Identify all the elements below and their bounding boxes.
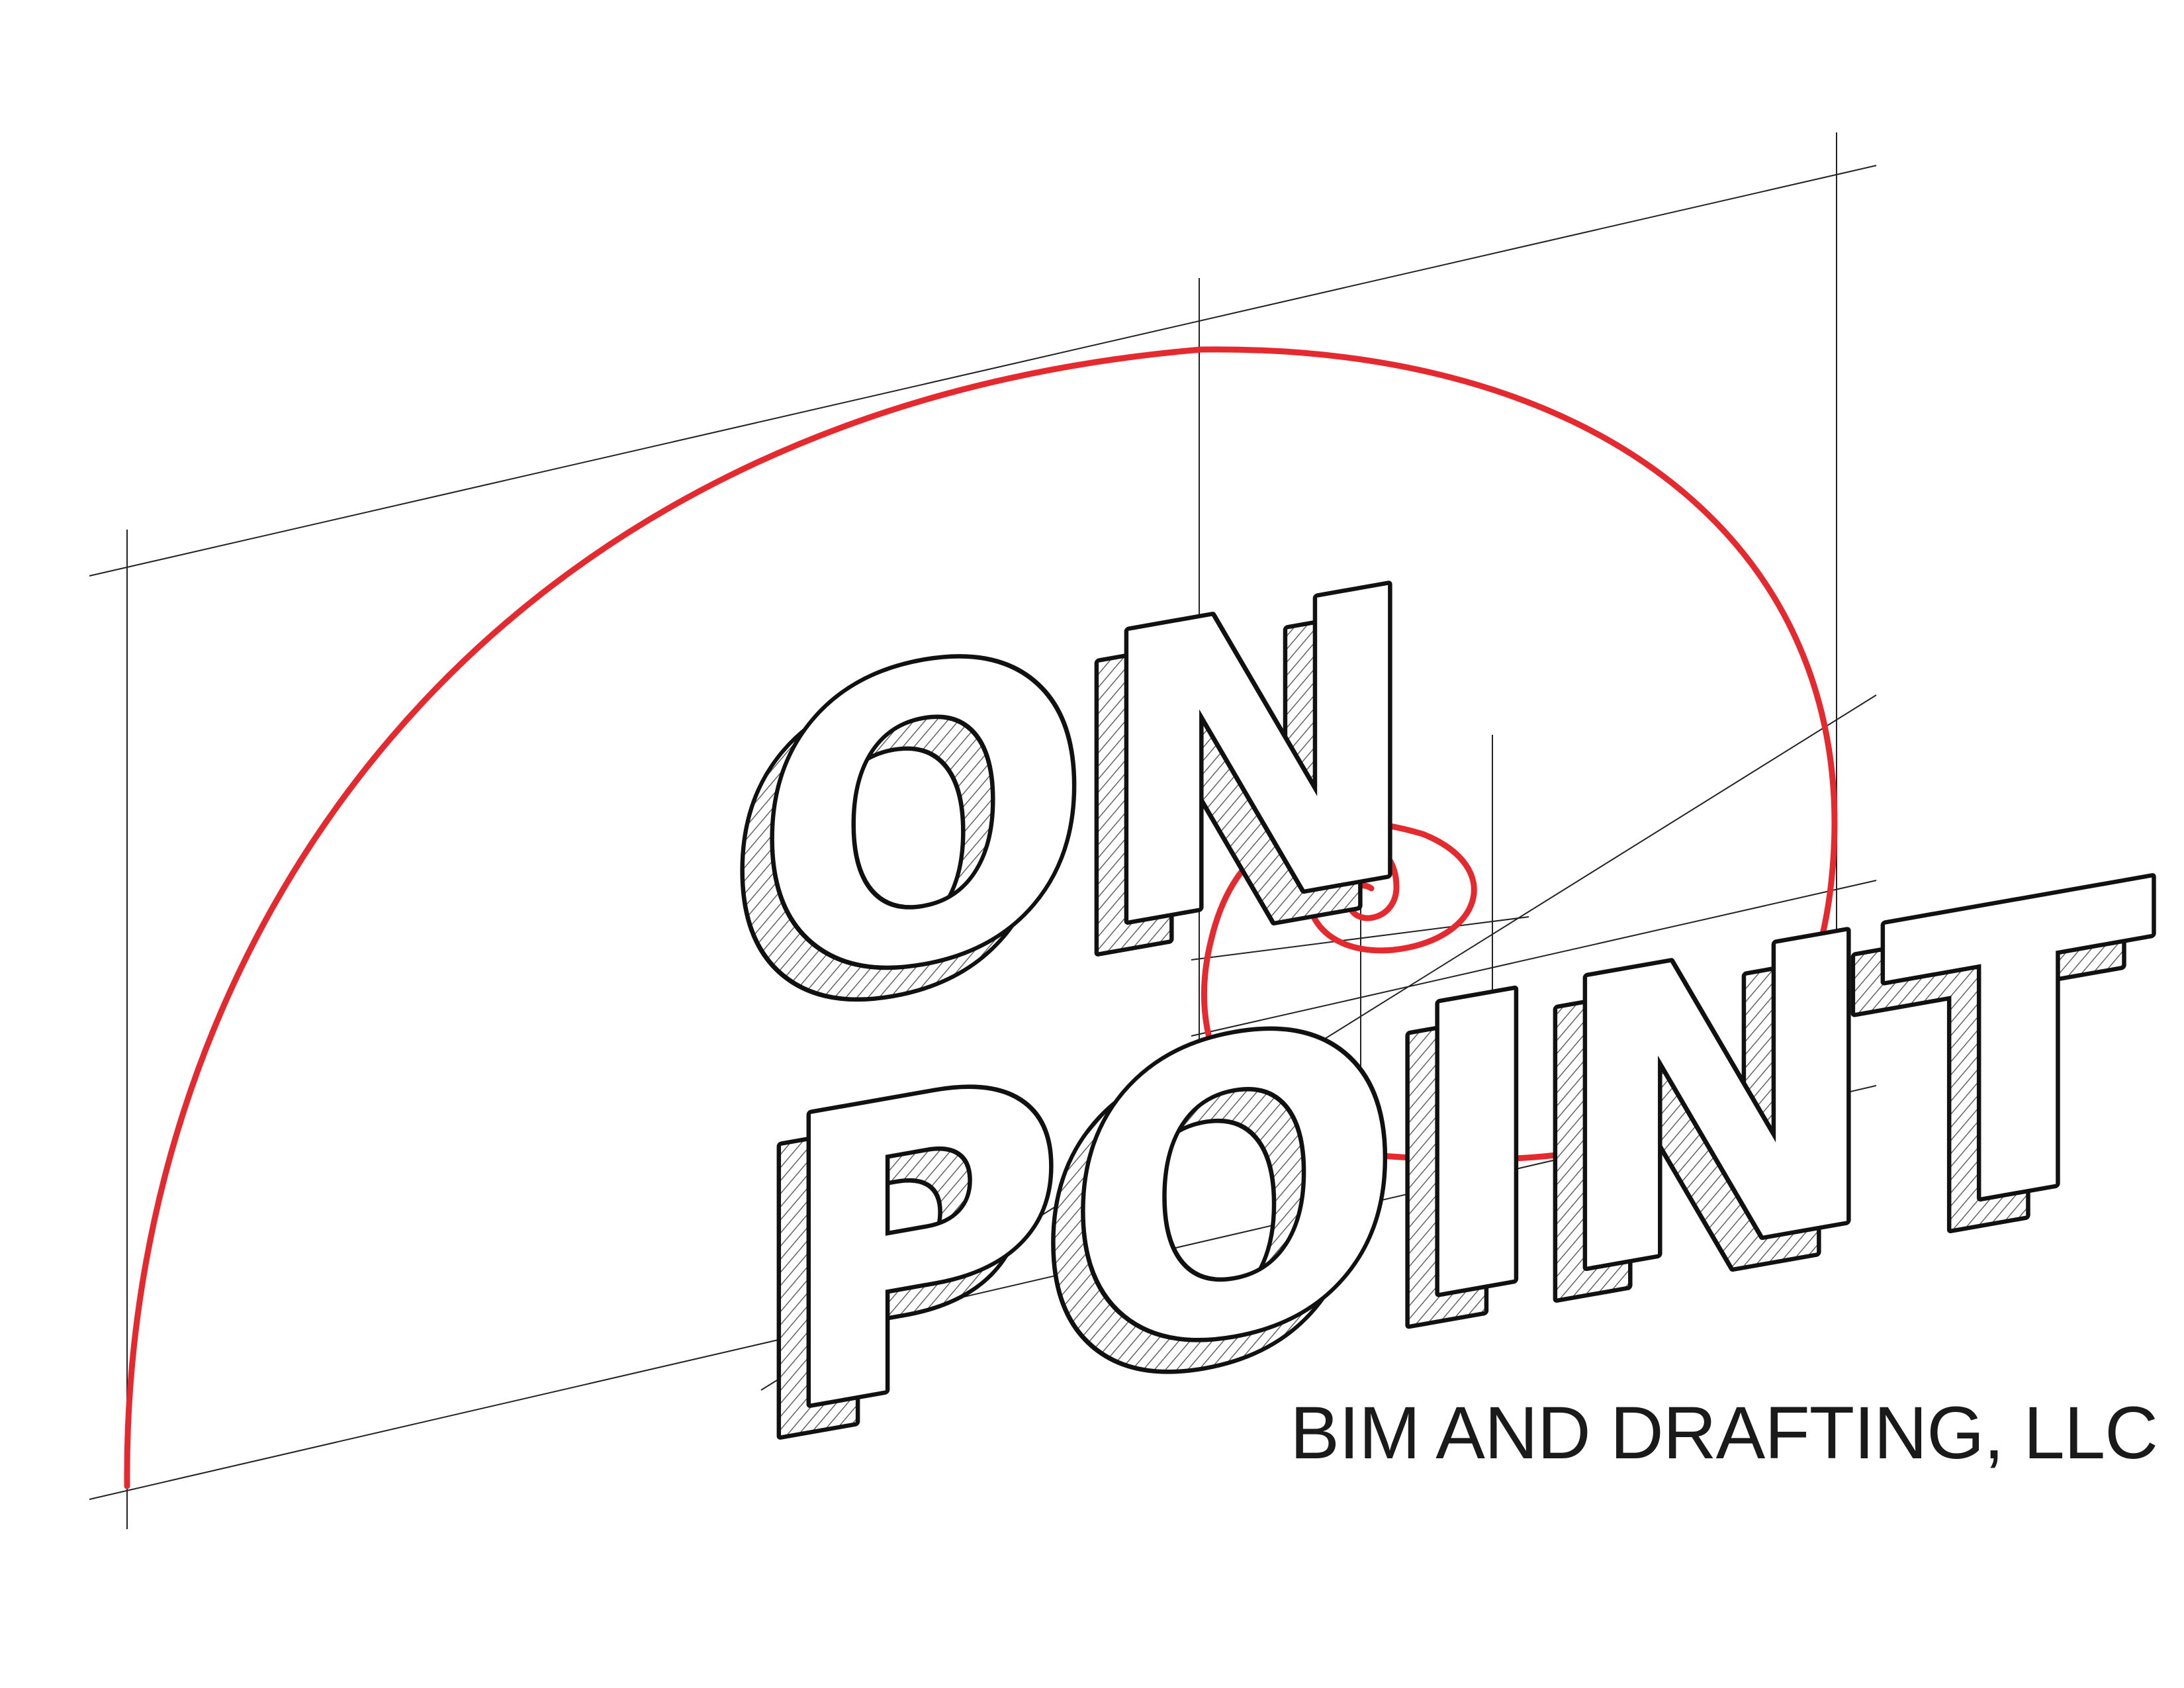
golden-spiral (124, 346, 1838, 1489)
company-tagline: BIM AND DRAFTING, LLC (1290, 1391, 2158, 1474)
construction-grid (89, 132, 1877, 1529)
